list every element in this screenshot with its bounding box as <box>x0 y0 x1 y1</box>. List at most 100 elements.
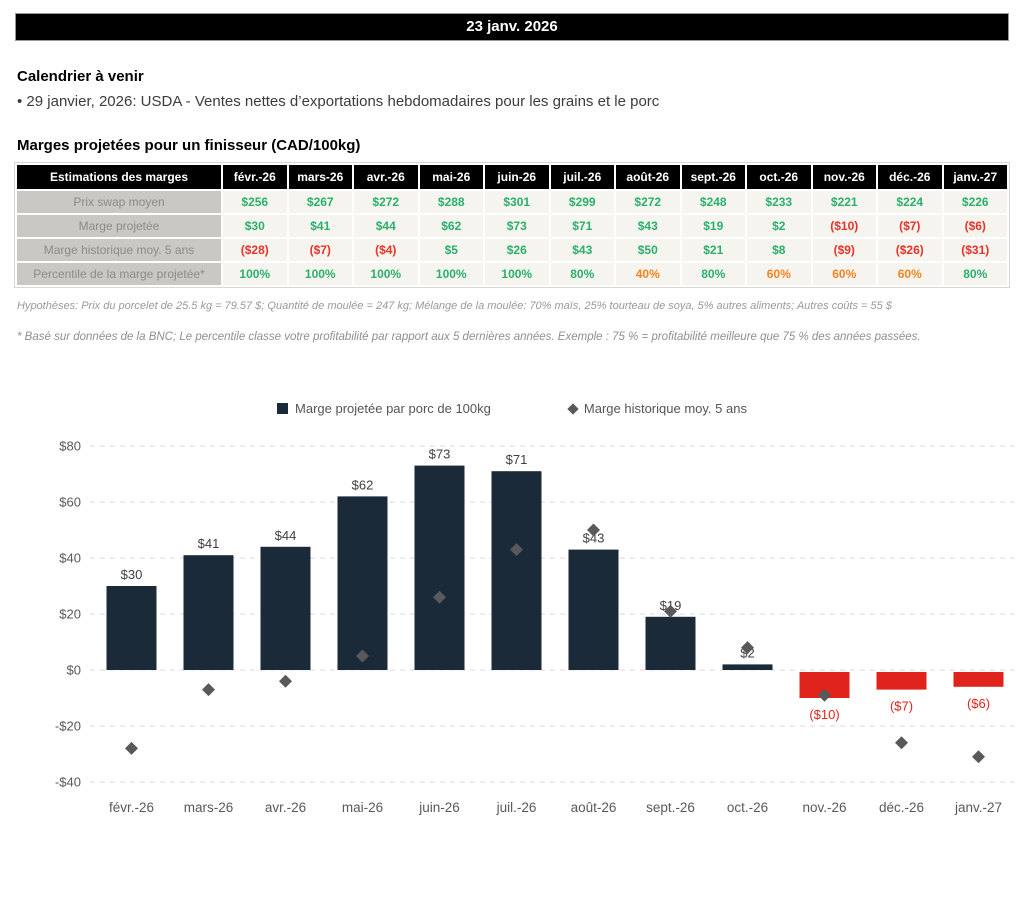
legend-item-bars: Marge projetée par porc de 100kg <box>277 401 491 416</box>
x-tick-label: juil.-26 <box>496 800 537 815</box>
month-header: avr.-26 <box>354 165 418 189</box>
hypotheses-note: Hypothèses: Prix du porcelet de 25.5 kg … <box>17 300 892 312</box>
table-cell: ($10) <box>812 215 876 237</box>
table-header-label: Estimations des marges <box>17 165 221 189</box>
month-header: oct.-26 <box>747 165 811 189</box>
table-cell: 100% <box>288 263 352 285</box>
x-tick-label: nov.-26 <box>802 800 846 815</box>
bar-series-marker-icon <box>277 403 289 414</box>
bar <box>260 546 311 670</box>
table-cell: $50 <box>616 239 680 261</box>
diamond-series-marker-icon <box>567 402 579 415</box>
row-label: Percentile de la marge projetée* <box>17 263 221 285</box>
row-label: Prix swap moyen <box>17 191 221 213</box>
month-header: déc.-26 <box>878 165 942 189</box>
margin-bar-chart: $80 $60 $40 $20 $0 -$20 -$40 $30 $41 $44 $62 $73 $71… <box>55 439 1017 815</box>
bar <box>106 586 157 670</box>
bar-value-label: $71 <box>506 452 528 467</box>
x-tick-label: déc.-26 <box>879 800 924 815</box>
bar <box>414 465 465 670</box>
bar-value-label: ($6) <box>967 696 990 711</box>
scatter-point <box>125 741 138 755</box>
table-cell: $233 <box>747 191 811 213</box>
table-cell: $272 <box>616 191 680 213</box>
table-cell: $62 <box>419 215 483 237</box>
scatter-point <box>279 674 292 688</box>
bar <box>645 616 696 670</box>
x-tick-label: févr.-26 <box>109 800 154 815</box>
x-tick-label: mars-26 <box>184 800 234 815</box>
report-page: 23 janv. 2026 Calendrier à venir • 29 ja… <box>0 13 1024 833</box>
table-cell: ($28) <box>223 239 287 261</box>
bar <box>568 549 619 670</box>
scatter-point <box>356 649 369 663</box>
table-cell: $2 <box>747 215 811 237</box>
table-cell: 100% <box>485 263 549 285</box>
table-cell: 60% <box>812 263 876 285</box>
table-cell: 80% <box>550 263 614 285</box>
x-tick-label: juin-26 <box>418 800 460 815</box>
month-header: mars-26 <box>288 165 352 189</box>
bar-value-label: ($10) <box>809 707 839 722</box>
x-tick-label: mai-26 <box>342 800 383 815</box>
table-cell: $256 <box>223 191 287 213</box>
month-header: janv.-27 <box>943 165 1007 189</box>
table-cell: ($26) <box>878 239 942 261</box>
month-header: févr.-26 <box>223 165 287 189</box>
margin-chart-block: Marge projetée par porc de 100kg Marge h… <box>15 401 1017 833</box>
table-cell: $41 <box>288 215 352 237</box>
table-row: Marge historique moy. 5 ans ($28) ($7) ($4)… <box>17 239 1007 261</box>
bar <box>722 664 773 670</box>
x-tick-label: avr.-26 <box>265 800 306 815</box>
month-header: juil.-26 <box>550 165 614 189</box>
table-row: Marge projetée $30 $41 $44 $62 $73 $71 $43 $19 $2… <box>17 215 1007 237</box>
bar-series-label: Marge projetée par porc de 100kg <box>295 401 491 416</box>
report-date-banner: 23 janv. 2026 <box>15 13 1009 41</box>
y-tick-label: $20 <box>59 607 81 622</box>
month-header: mai-26 <box>419 165 483 189</box>
y-tick-label: -$40 <box>55 775 81 790</box>
table-cell: $30 <box>223 215 287 237</box>
chart-legend: Marge projetée par porc de 100kg Marge h… <box>15 401 1009 416</box>
table-cell: $44 <box>354 215 418 237</box>
table-cell: ($9) <box>812 239 876 261</box>
scatter-point <box>202 683 215 697</box>
bar <box>953 672 1004 687</box>
scatter-point <box>741 641 754 655</box>
scatter-point <box>895 736 908 750</box>
bar <box>337 496 388 670</box>
y-tick-label: $0 <box>67 663 81 678</box>
report-date: 23 janv. 2026 <box>466 18 558 35</box>
table-cell: $73 <box>485 215 549 237</box>
y-tick-label: $40 <box>59 551 81 566</box>
month-header: août-26 <box>616 165 680 189</box>
scatter-point <box>510 543 523 557</box>
bar-value-label: $44 <box>275 528 297 543</box>
table-cell: $26 <box>485 239 549 261</box>
scatter-point <box>818 688 831 702</box>
table-cell: 80% <box>681 263 745 285</box>
table-cell: $43 <box>550 239 614 261</box>
y-tick-label: $80 <box>59 439 81 454</box>
table-cell: $21 <box>681 239 745 261</box>
x-tick-label: janv.-27 <box>954 800 1002 815</box>
y-tick-label: -$20 <box>55 719 81 734</box>
margins-section-title: Marges projetées pour un finisseur (CAD/… <box>17 137 361 154</box>
scatter-point <box>972 750 985 764</box>
month-header: sept.-26 <box>681 165 745 189</box>
table-cell: ($6) <box>943 215 1007 237</box>
table-cell: ($31) <box>943 239 1007 261</box>
diamond-series-label: Marge historique moy. 5 ans <box>583 401 747 416</box>
scatter-point <box>664 604 677 618</box>
calendar-section-title: Calendrier à venir <box>17 68 144 85</box>
month-header: juin-26 <box>485 165 549 189</box>
percentile-footnote: * Basé sur données de la BNC; Le percent… <box>17 331 921 343</box>
table-cell: $224 <box>878 191 942 213</box>
table-cell: 80% <box>943 263 1007 285</box>
bar <box>491 471 542 670</box>
table-cell: $267 <box>288 191 352 213</box>
table-header-row: Estimations des marges févr.-26 mars-26 av… <box>17 165 1007 189</box>
table-cell: $226 <box>943 191 1007 213</box>
table-cell: $19 <box>681 215 745 237</box>
bar <box>876 672 927 690</box>
